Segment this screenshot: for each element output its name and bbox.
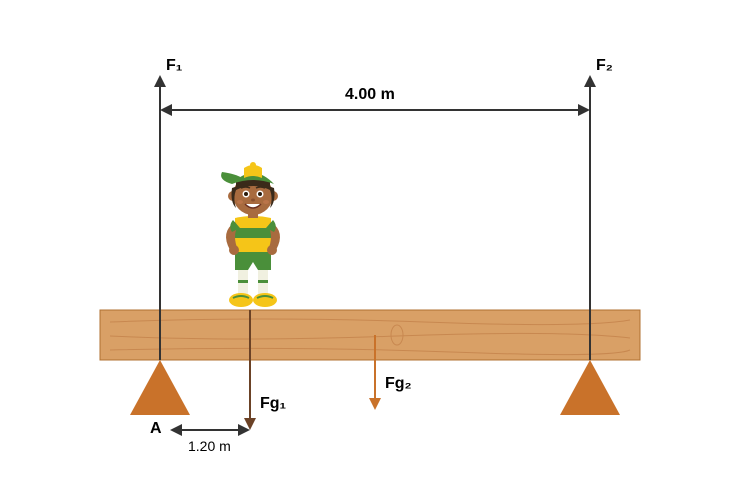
label-fg1: Fg₁	[260, 395, 286, 413]
label-point-a: A	[150, 420, 162, 438]
label-dim-top: 4.00 m	[345, 86, 395, 104]
dimension-bottom	[0, 0, 730, 500]
label-fg2: Fg₂	[385, 375, 412, 393]
label-f1: F₁	[166, 57, 182, 75]
label-dim-bottom: 1.20 m	[188, 438, 231, 454]
label-f2: F₂	[596, 57, 613, 75]
boy-figure	[208, 150, 298, 315]
